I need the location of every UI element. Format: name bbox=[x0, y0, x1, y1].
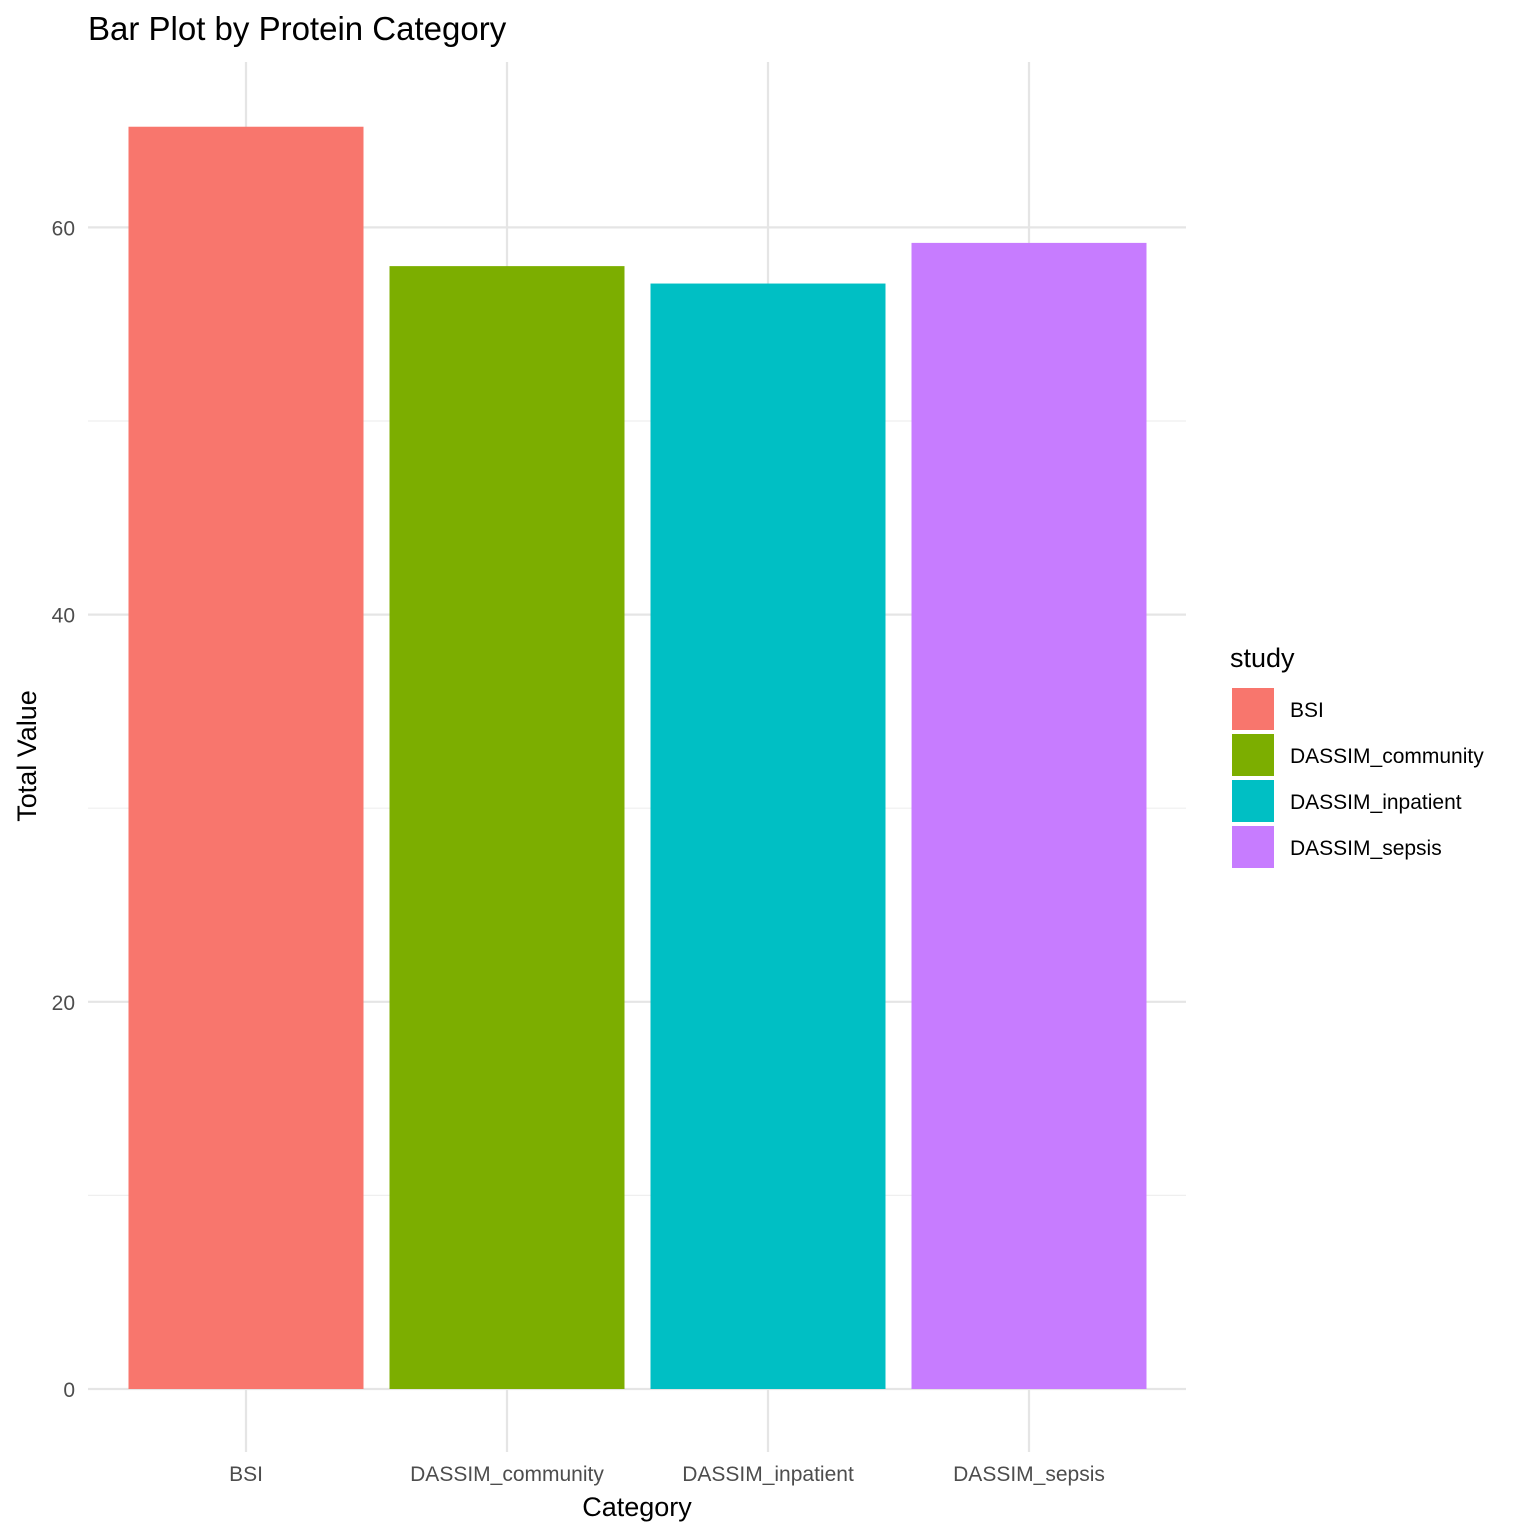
y-tick-label: 40 bbox=[52, 605, 75, 628]
legend-entries: BSI DASSIM_community DASSIM_inpatient DASSI… bbox=[1232, 688, 1484, 868]
legend-label: DASSIM_sepsis bbox=[1290, 837, 1442, 860]
legend-swatch bbox=[1232, 734, 1274, 776]
bar-dassim-inpatient bbox=[650, 283, 886, 1390]
legend-swatch bbox=[1232, 826, 1274, 868]
y-tick-label: 0 bbox=[63, 1379, 75, 1402]
y-axis-ticks: 0 20 40 60 bbox=[52, 217, 75, 1402]
bar-bsi bbox=[128, 126, 364, 1389]
legend-swatch bbox=[1232, 688, 1274, 730]
legend-label: DASSIM_community bbox=[1290, 745, 1484, 768]
legend-label: BSI bbox=[1290, 699, 1324, 722]
x-tick-label: DASSIM_inpatient bbox=[682, 1463, 854, 1486]
x-axis-ticks: BSI DASSIM_community DASSIM_inpatient DASSI… bbox=[229, 1463, 1105, 1486]
legend-title: study bbox=[1230, 643, 1295, 673]
x-tick-label: DASSIM_community bbox=[410, 1463, 604, 1486]
y-tick-label: 60 bbox=[52, 217, 75, 240]
y-tick-label: 20 bbox=[52, 992, 75, 1015]
bar-dassim-sepsis bbox=[911, 242, 1147, 1390]
y-axis-title: Total Value bbox=[12, 690, 42, 822]
x-axis-title: Category bbox=[582, 1492, 692, 1522]
chart-title: Bar Plot by Protein Category bbox=[88, 10, 507, 47]
bar-dassim-community bbox=[389, 266, 625, 1389]
x-tick-label: BSI bbox=[229, 1463, 263, 1486]
legend: study BSI DASSIM_community DASSIM_inpatien… bbox=[1230, 643, 1484, 868]
legend-swatch bbox=[1232, 780, 1274, 822]
x-tick-label: DASSIM_sepsis bbox=[953, 1463, 1105, 1486]
legend-label: DASSIM_inpatient bbox=[1290, 791, 1462, 814]
bars bbox=[128, 126, 1147, 1390]
